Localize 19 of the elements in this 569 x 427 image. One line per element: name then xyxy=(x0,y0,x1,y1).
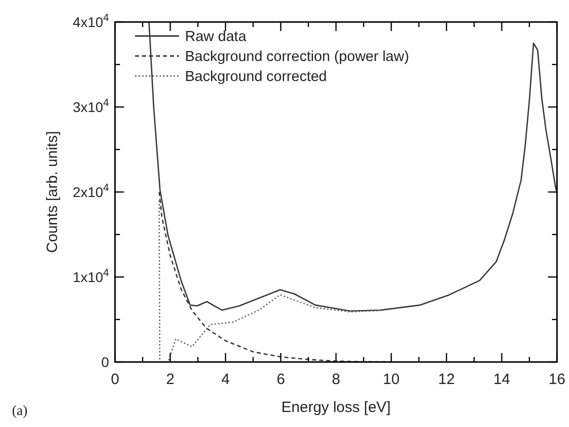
y-tick-label: 0 xyxy=(101,354,110,370)
text: (a) xyxy=(12,404,28,419)
x-tick-label: 6 xyxy=(276,371,285,388)
x-tick-label: 14 xyxy=(493,371,510,388)
legend-label: Background corrected xyxy=(185,69,327,85)
x-tick-label: 10 xyxy=(382,371,400,388)
x-tick-label: 16 xyxy=(548,371,566,388)
x-tick-label: 12 xyxy=(438,371,455,388)
y-tick-label: 4x10$^{4}$ xyxy=(72,12,110,30)
x-tick-label: 4 xyxy=(221,371,230,388)
y-tick-label: 2x10$^{4}$ xyxy=(72,182,110,200)
x-axis-title: Energy loss [eV] xyxy=(281,399,391,416)
legend-label: Raw data xyxy=(185,29,248,45)
x-tick-label: 8 xyxy=(332,371,340,388)
y-tick-label: 1x10$^{4}$ xyxy=(72,267,110,285)
legend-label: Background correction (power law) xyxy=(185,49,410,65)
x-tick-label: 2 xyxy=(166,371,174,388)
y-axis-title: Counts [arb. units] xyxy=(44,131,61,253)
y-tick-label: 3x10$^{4}$ xyxy=(72,97,110,115)
